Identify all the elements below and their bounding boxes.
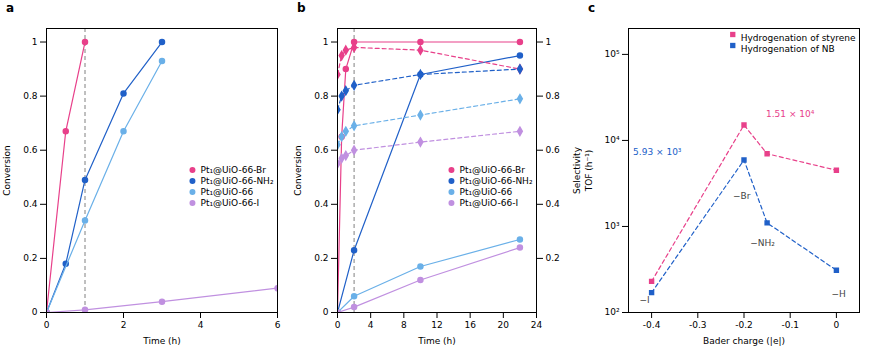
svg-text:10⁵: 10⁵ xyxy=(604,49,619,59)
svg-text:−Br: −Br xyxy=(733,191,751,201)
svg-text:Hydrogenation of styrene: Hydrogenation of styrene xyxy=(741,33,856,43)
svg-text:0: 0 xyxy=(32,307,38,317)
svg-text:0: 0 xyxy=(335,320,341,330)
svg-text:10³: 10³ xyxy=(604,221,619,231)
svg-text:10²: 10² xyxy=(604,307,619,317)
svg-text:−I: −I xyxy=(640,295,650,305)
svg-text:2: 2 xyxy=(121,320,127,330)
svg-text:0.2: 0.2 xyxy=(546,253,560,263)
svg-text:4: 4 xyxy=(368,320,374,330)
svg-text:0.8: 0.8 xyxy=(23,91,38,101)
svg-text:Time (h): Time (h) xyxy=(417,336,456,346)
svg-text:0.4: 0.4 xyxy=(314,199,329,209)
svg-text:0.8: 0.8 xyxy=(546,91,561,101)
svg-text:TOF (h⁻¹): TOF (h⁻¹) xyxy=(584,150,594,193)
svg-text:0.8: 0.8 xyxy=(314,91,329,101)
svg-text:1: 1 xyxy=(546,37,552,47)
html-text:b: b xyxy=(297,1,306,15)
svg-text:-0.2: -0.2 xyxy=(735,320,753,330)
svg-text:-0.1: -0.1 xyxy=(781,320,799,330)
svg-text:Conversion: Conversion xyxy=(2,145,12,195)
svg-text:-0.3: -0.3 xyxy=(689,320,707,330)
svg-text:Bader charge (|e|): Bader charge (|e|) xyxy=(703,336,785,346)
svg-text:Pt₁@UiO-66: Pt₁@UiO-66 xyxy=(459,187,512,197)
svg-text:4: 4 xyxy=(198,320,204,330)
svg-text:Pt₁@UiO-66-NH₂: Pt₁@UiO-66-NH₂ xyxy=(200,176,273,186)
svg-text:0.4: 0.4 xyxy=(23,199,38,209)
svg-text:Pt₁@UiO-66-Br: Pt₁@UiO-66-Br xyxy=(200,165,266,175)
svg-text:0.6: 0.6 xyxy=(546,145,561,155)
svg-text:5.93 × 10³: 5.93 × 10³ xyxy=(633,147,682,157)
svg-text:0.2: 0.2 xyxy=(314,253,328,263)
svg-text:0.2: 0.2 xyxy=(23,253,37,263)
svg-text:1.51 × 10⁴: 1.51 × 10⁴ xyxy=(766,109,815,119)
svg-text:6: 6 xyxy=(275,320,281,330)
svg-text:20: 20 xyxy=(498,320,510,330)
svg-text:12: 12 xyxy=(431,320,442,330)
svg-text:−H: −H xyxy=(832,289,846,299)
svg-text:0: 0 xyxy=(323,307,329,317)
svg-text:0: 0 xyxy=(834,320,840,330)
svg-text:16: 16 xyxy=(464,320,476,330)
svg-text:Pt₁@UiO-66-Br: Pt₁@UiO-66-Br xyxy=(459,165,525,175)
svg-text:0: 0 xyxy=(44,320,50,330)
svg-text:0.6: 0.6 xyxy=(23,145,38,155)
svg-text:Pt₁@UiO-66: Pt₁@UiO-66 xyxy=(200,187,253,197)
svg-text:-0.4: -0.4 xyxy=(643,320,661,330)
svg-text:1: 1 xyxy=(323,37,329,47)
svg-text:Time (h): Time (h) xyxy=(142,336,181,346)
svg-text:Selectivity: Selectivity xyxy=(572,146,582,194)
svg-text:1: 1 xyxy=(32,37,38,47)
html-text:c: c xyxy=(588,1,596,15)
svg-text:0.4: 0.4 xyxy=(546,199,561,209)
svg-text:0.6: 0.6 xyxy=(314,145,329,155)
svg-text:8: 8 xyxy=(401,320,407,330)
svg-text:Pt₁@UiO-66-I: Pt₁@UiO-66-I xyxy=(200,198,259,208)
svg-text:24: 24 xyxy=(531,320,543,330)
svg-text:Pt₁@UiO-66-NH₂: Pt₁@UiO-66-NH₂ xyxy=(459,176,532,186)
svg-text:Conversion: Conversion xyxy=(293,145,303,195)
html-text:a: a xyxy=(6,1,15,15)
svg-text:−NH₂: −NH₂ xyxy=(750,238,775,248)
svg-text:Hydrogenation of NB: Hydrogenation of NB xyxy=(741,44,835,54)
svg-text:10⁴: 10⁴ xyxy=(604,135,619,145)
svg-text:Pt₁@UiO-66-I: Pt₁@UiO-66-I xyxy=(459,198,518,208)
